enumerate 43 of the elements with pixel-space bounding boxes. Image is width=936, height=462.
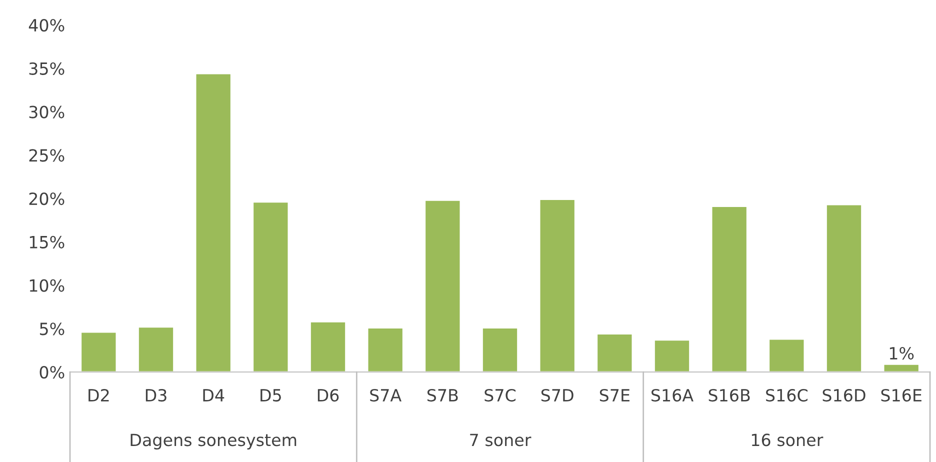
y-tick-label: 0% bbox=[40, 366, 64, 379]
bar bbox=[194, 72, 232, 372]
bar bbox=[768, 338, 806, 372]
y-tick-label: 30% bbox=[29, 106, 64, 118]
bar bbox=[310, 320, 346, 372]
x-tick-label: S16C bbox=[766, 388, 808, 402]
y-tick-label: 25% bbox=[29, 149, 64, 162]
y-tick-label: 15% bbox=[30, 236, 64, 248]
bar bbox=[138, 326, 174, 372]
text: 16 soner bbox=[752, 434, 824, 446]
bar bbox=[826, 204, 862, 372]
y-tick-label: 35% bbox=[29, 62, 64, 75]
x-tick-label: S16D bbox=[822, 388, 866, 402]
x-tick-label: D6 bbox=[318, 388, 339, 402]
x-tick-label: S7A bbox=[370, 388, 402, 402]
x-tick-label: D5 bbox=[260, 389, 281, 402]
text: 7 soner bbox=[470, 434, 532, 446]
bar bbox=[424, 200, 462, 372]
y-tick-label: 40% bbox=[28, 18, 64, 32]
y-tick-label: 5% bbox=[40, 322, 64, 336]
bar bbox=[654, 339, 690, 372]
x-tick-label: S7E bbox=[600, 388, 630, 402]
bar bbox=[252, 201, 290, 372]
bar bbox=[482, 327, 518, 372]
x-tick-label: S16A bbox=[652, 388, 694, 402]
x-tick-label: S16B bbox=[708, 388, 750, 402]
bar bbox=[710, 206, 748, 372]
data-label: 1% bbox=[890, 346, 914, 360]
x-tick-label: D2 bbox=[88, 388, 109, 402]
bar bbox=[538, 198, 576, 372]
bar bbox=[882, 363, 920, 372]
x-tick-label: S7B bbox=[427, 388, 458, 402]
bar bbox=[596, 333, 634, 372]
y-tick-label: 20% bbox=[29, 192, 64, 206]
y-tick-label: 10% bbox=[30, 279, 64, 292]
bar bbox=[80, 331, 118, 372]
bar bbox=[366, 327, 404, 372]
x-tick-label: D3 bbox=[146, 388, 166, 402]
text: Dagens sonesystem bbox=[130, 434, 296, 450]
x-tick-label: S7D bbox=[541, 388, 574, 402]
x-tick-label: D4 bbox=[203, 389, 224, 402]
x-tick-label: S16E bbox=[881, 388, 922, 402]
x-tick-label: S7C bbox=[484, 388, 516, 402]
